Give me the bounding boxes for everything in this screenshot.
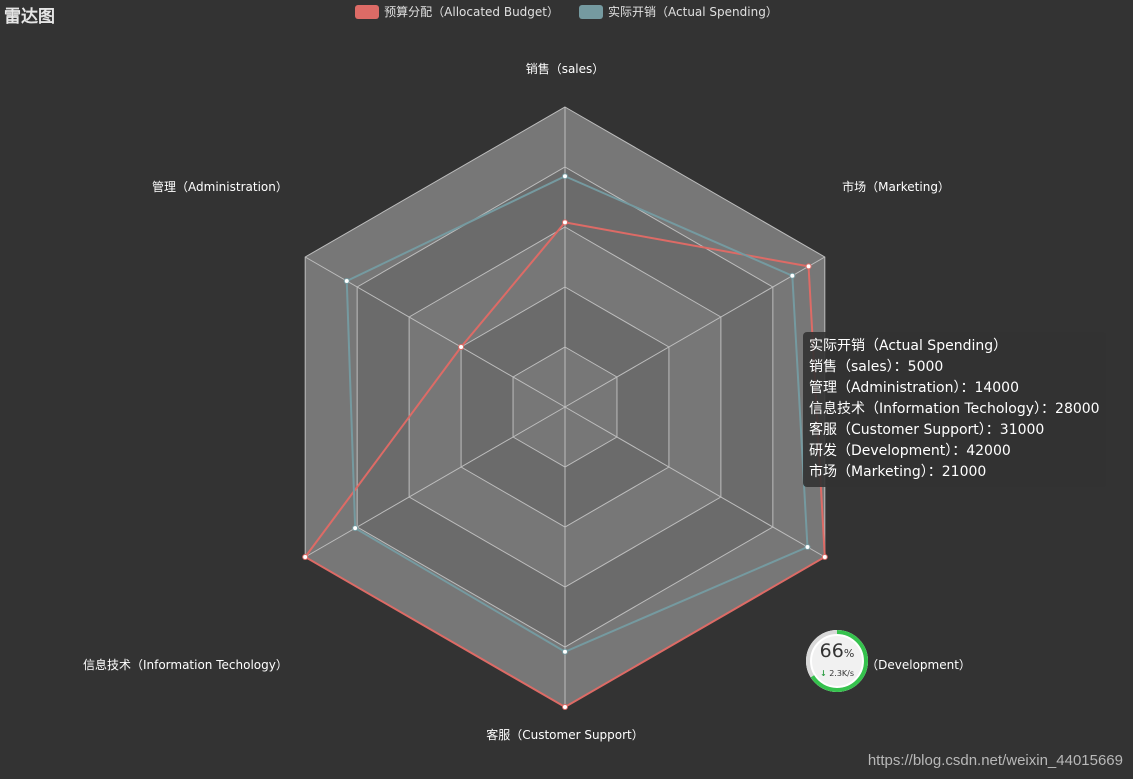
series-point[interactable] [343,278,350,284]
series-point[interactable] [352,525,359,532]
tooltip-line: 管理（Administration）：14000 [809,380,1019,396]
tooltip-line: 信息技术（Information Techology）：28000 [809,401,1100,417]
legend-item[interactable]: 预算分配（Allocated Budget） [355,3,559,20]
tooltip-title: 实际开销（Actual Spending） [809,338,1008,354]
watermark: https://blog.csdn.net/weixin_44015669 [867,752,1123,769]
speed-gauge-fill [806,630,868,692]
tooltip-line: 市场（Marketing）：21000 [809,464,987,480]
indicator-label: 研发（Development） [842,657,971,672]
legend: 预算分配（Allocated Budget） 实际开销（Actual Spendi… [0,3,1133,20]
download-arrow-icon: ↓ [819,669,827,678]
tooltip-line: 客服（Customer Support）：31000 [809,422,1045,438]
series-point[interactable] [562,704,568,710]
indicator-label: 销售（sales） [526,61,605,76]
legend-label: 预算分配（Allocated Budget） [384,5,560,19]
legend-swatch [355,4,380,19]
radar-axis-line [304,406,566,558]
series-point[interactable] [821,554,828,560]
radar-axis-line [564,406,826,558]
indicator-label: 市场（Marketing） [842,179,950,194]
tooltip-line: 研发（Development）：42000 [809,443,1011,459]
tooltip: 实际开销（Actual Spending） 销售（sales）：5000 管理（… [803,332,1106,487]
series-point[interactable] [562,173,568,180]
radar-series [302,173,828,710]
legend-item[interactable]: 实际开销（Actual Spending） [579,3,778,20]
legend-label: 实际开销（Actual Spending） [608,5,778,19]
indicator-label: 信息技术（Information Techology） [83,657,288,672]
speed-rate: 2.3K/s [829,669,855,678]
speed-percent: 66 [819,640,844,662]
indicator-label: 管理（Administration） [152,179,288,194]
tooltip-line: 销售（sales）：5000 [809,359,944,375]
series-point[interactable] [805,263,812,270]
series-point[interactable] [789,272,796,279]
radar-axes [304,107,826,707]
series-point[interactable] [804,544,811,550]
series-point[interactable] [302,554,309,560]
radar-axis-line [564,256,826,408]
network-speed-widget[interactable]: 66% ↓ 2.3K/s [804,628,870,694]
series-point[interactable] [458,344,465,350]
series-point[interactable] [562,219,568,226]
indicator-label: 客服（Customer Support） [486,727,644,742]
series-point[interactable] [562,648,568,655]
radar-indicator-labels: 销售（sales） 市场（Marketing） 研发（Development） 客服（… [83,61,971,742]
legend-swatch [579,4,604,19]
speed-percent-sign: % [843,647,855,660]
chart-title: 雷达图 [4,7,55,27]
speed-gauge [806,630,868,692]
